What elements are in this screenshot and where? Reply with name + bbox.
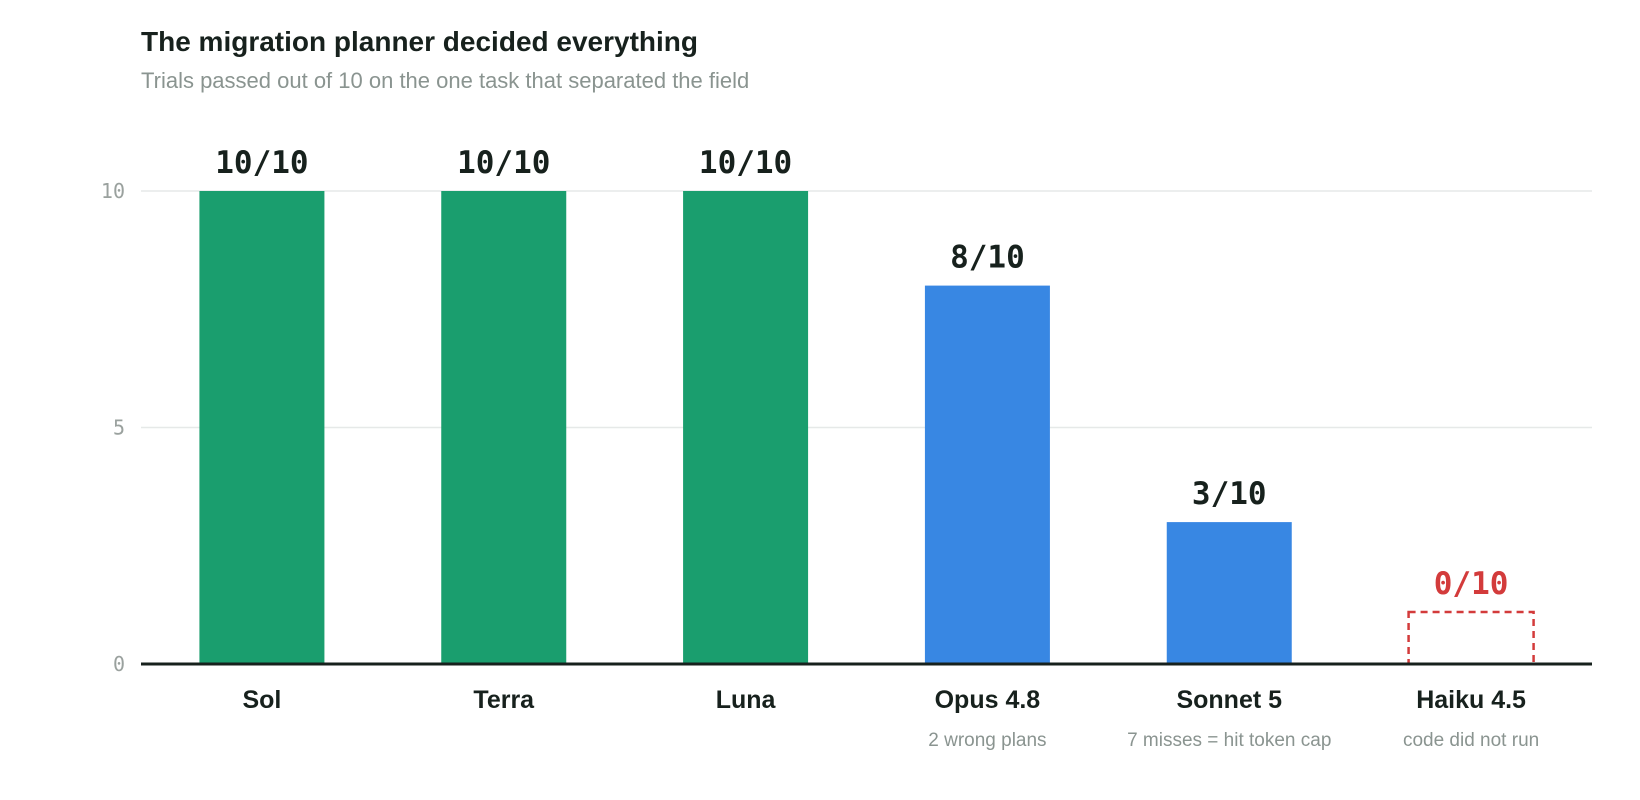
- value-label: 10/10: [457, 145, 550, 181]
- x-tick-label: Terra: [473, 686, 535, 714]
- value-label: 10/10: [699, 145, 792, 181]
- value-label: 3/10: [1192, 476, 1267, 512]
- value-label: 10/10: [215, 145, 308, 181]
- bar-annotation: 7 misses = hit token cap: [1127, 730, 1331, 751]
- chart-subtitle: Trials passed out of 10 on the one task …: [141, 68, 750, 93]
- y-tick-label: 5: [113, 416, 125, 440]
- x-tick-label: Haiku 4.5: [1416, 686, 1526, 714]
- chart-title: The migration planner decided everything: [141, 26, 698, 57]
- bar: [199, 191, 325, 664]
- bar-annotation: code did not run: [1403, 730, 1539, 751]
- bar: [683, 191, 809, 664]
- labels: 10/10 Sol 10/10 Terra 10/10 Luna 8/10 Opus 4.8 2…: [215, 145, 1539, 751]
- y-tick-label: 0: [113, 652, 125, 676]
- value-label: 8/10: [950, 240, 1025, 276]
- bar: [441, 191, 567, 664]
- grid-lines: 0 5 10: [101, 179, 1592, 676]
- y-tick-label: 10: [101, 179, 125, 203]
- bar-placeholder: [1407, 610, 1535, 666]
- x-tick-label: Sol: [242, 686, 281, 714]
- bars: [199, 191, 1535, 666]
- bar: [1166, 522, 1292, 664]
- x-tick-label: Luna: [716, 686, 777, 714]
- bar-annotation: 2 wrong plans: [928, 730, 1046, 751]
- x-tick-label: Opus 4.8: [935, 686, 1041, 714]
- value-label: 0/10: [1434, 566, 1509, 602]
- x-tick-label: Sonnet 5: [1176, 686, 1282, 714]
- bar: [924, 285, 1050, 664]
